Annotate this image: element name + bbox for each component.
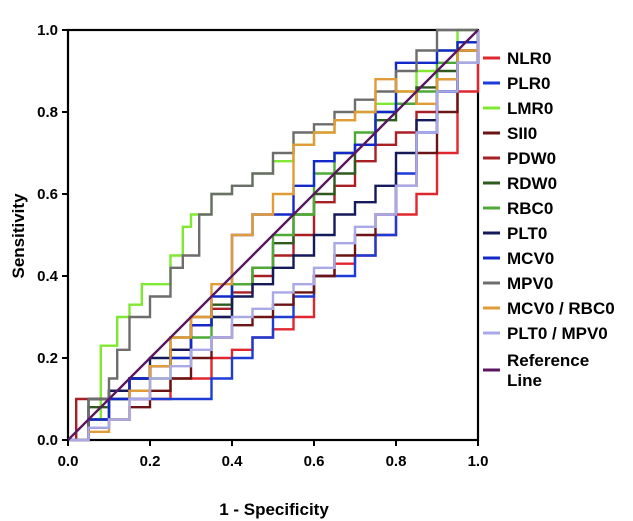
series-line-plt0-mpv0 — [68, 30, 480, 442]
x-tick-label: 0.0 — [58, 453, 79, 470]
plot-frame — [66, 28, 480, 442]
legend-label-nlr0: NLR0 — [507, 49, 551, 68]
legend-label-rbc0: RBC0 — [507, 199, 553, 218]
legend-label-plr0: PLR0 — [507, 74, 550, 93]
legend-label-sii0: SII0 — [507, 124, 537, 143]
x-tick-label: 0.8 — [386, 453, 407, 470]
x-tick-label: 0.2 — [140, 453, 161, 470]
y-tick-label: 1.0 — [37, 22, 58, 39]
y-tick-label: 0.8 — [37, 104, 58, 121]
legend-label-mcv0-rbc0: MCV0 / RBC0 — [507, 299, 615, 318]
legend-label-plt0-mpv0: PLT0 / MPV0 — [507, 324, 608, 343]
axes-layer: 0.0 0.2 0.4 0.6 0.8 1.0 0.0 0.2 0.4 0.6 0.8 1.0 — [37, 22, 488, 470]
legend-label-reference-line: Reference Line — [507, 351, 589, 390]
legend: NLR0 PLR0 LMR0 SII0 PDW0 RDW0 RBC0 PLT0 MCV0 MPV0… — [483, 49, 615, 390]
legend-label-pdw0: PDW0 — [507, 149, 556, 168]
y-tick-label: 0.4 — [37, 268, 59, 285]
legend-label-mcv0: MCV0 — [507, 249, 554, 268]
y-tick-label: 0.6 — [37, 186, 58, 203]
legend-label-rdw0: RDW0 — [507, 174, 557, 193]
y-tick-label: 0.0 — [37, 432, 58, 449]
series-layer — [67, 28, 480, 442]
y-axis-label: Sensitivity — [9, 193, 28, 279]
series-line-reference-line — [67, 29, 479, 441]
legend-label-plt0: PLT0 — [507, 224, 547, 243]
plot-area — [66, 28, 480, 442]
series-line-mcv0-rbc0 — [68, 30, 480, 442]
y-tick-label: 0.2 — [37, 350, 58, 367]
legend-label-lmr0: LMR0 — [507, 99, 553, 118]
x-axis-label: 1 - Specificity — [219, 500, 329, 519]
x-tick-label: 1.0 — [468, 453, 489, 470]
legend-label-mpv0: MPV0 — [507, 274, 553, 293]
x-tick-label: 0.4 — [222, 453, 244, 470]
x-tick-label: 0.6 — [304, 453, 325, 470]
